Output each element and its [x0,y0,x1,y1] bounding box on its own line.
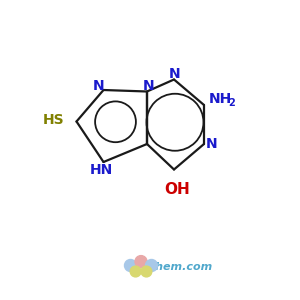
Circle shape [135,256,147,268]
Text: OH: OH [164,182,190,197]
Circle shape [146,260,158,272]
Text: NH: NH [209,92,232,106]
Text: HN: HN [89,163,113,176]
Text: Chem.com: Chem.com [147,262,213,272]
Text: N: N [93,80,105,93]
Circle shape [130,266,141,277]
Circle shape [141,266,152,277]
Text: N: N [169,67,181,80]
Text: 2: 2 [228,98,235,108]
Circle shape [124,260,136,272]
Text: N: N [143,79,154,92]
Text: N: N [206,137,217,151]
Text: HS: HS [43,113,65,127]
